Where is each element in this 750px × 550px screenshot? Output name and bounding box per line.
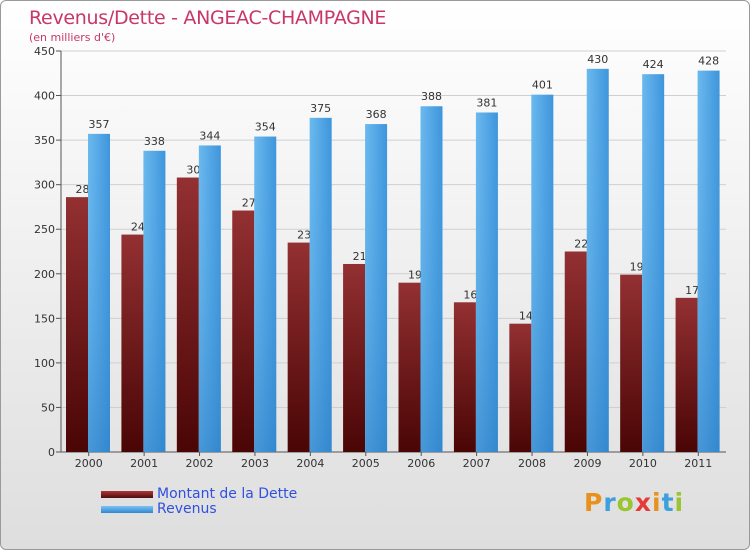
logo-letter: o bbox=[616, 488, 635, 517]
data-label-revenus: 338 bbox=[144, 135, 165, 148]
x-tick-label: 2001 bbox=[130, 457, 158, 470]
logo-letter: P bbox=[584, 488, 604, 517]
bar-dette bbox=[121, 234, 144, 452]
data-label-revenus: 344 bbox=[199, 129, 220, 142]
bar-revenus-shade bbox=[254, 136, 277, 452]
bar-dette bbox=[675, 297, 698, 452]
bar-dette bbox=[620, 274, 643, 452]
legend-label-revenus: Revenus bbox=[157, 501, 217, 517]
bar-revenus-shade bbox=[531, 94, 554, 453]
bar-revenus-shade bbox=[198, 145, 221, 453]
logo-letter: r bbox=[603, 488, 617, 517]
y-tick-label: 100 bbox=[34, 357, 55, 370]
x-tick-label: 2005 bbox=[352, 457, 380, 470]
x-tick-label: 2011 bbox=[684, 457, 712, 470]
x-tick-label: 2010 bbox=[629, 457, 657, 470]
y-tick-label: 200 bbox=[34, 268, 55, 281]
bar-dette bbox=[343, 263, 366, 452]
y-tick-label: 400 bbox=[34, 90, 55, 103]
x-tick-label: 2008 bbox=[518, 457, 546, 470]
x-tick-label: 2006 bbox=[407, 457, 435, 470]
logo-letter: x bbox=[634, 488, 652, 517]
y-tick-label: 50 bbox=[41, 401, 55, 414]
y-tick-label: 250 bbox=[34, 223, 55, 236]
x-tick-label: 2009 bbox=[573, 457, 601, 470]
bar-dette bbox=[176, 177, 199, 452]
data-label-revenus: 375 bbox=[310, 102, 331, 115]
bar-revenus-shade bbox=[309, 117, 332, 452]
data-label-revenus: 381 bbox=[476, 96, 497, 109]
bar-revenus-shade bbox=[420, 106, 443, 452]
x-tick-label: 2000 bbox=[75, 457, 103, 470]
bar-dette bbox=[453, 302, 476, 452]
data-label-revenus: 357 bbox=[89, 118, 110, 131]
data-label-revenus: 368 bbox=[366, 108, 387, 121]
bar-dette bbox=[232, 210, 255, 452]
data-label-revenus: 428 bbox=[698, 55, 719, 68]
bar-revenus-shade bbox=[88, 133, 110, 452]
data-label-revenus: 388 bbox=[421, 90, 442, 103]
data-label-revenus: 354 bbox=[255, 121, 276, 134]
legend-swatch-revenus bbox=[101, 506, 153, 513]
y-tick-label: 150 bbox=[34, 312, 55, 325]
logo-letter: i bbox=[674, 488, 685, 517]
y-tick-label: 350 bbox=[34, 134, 55, 147]
logo-letter: t bbox=[661, 488, 675, 517]
bar-revenus-shade bbox=[143, 150, 166, 452]
data-label-revenus: 424 bbox=[643, 58, 664, 71]
bar-revenus-shade bbox=[365, 124, 388, 453]
x-tick-label: 2002 bbox=[186, 457, 214, 470]
logo-letter: i bbox=[652, 488, 662, 517]
legend-label-dette: Montant de la Dette bbox=[157, 486, 298, 502]
x-tick-label: 2004 bbox=[296, 457, 324, 470]
legend-swatch-dette bbox=[101, 491, 153, 498]
data-label-revenus: 401 bbox=[532, 79, 553, 92]
x-tick-label: 2007 bbox=[463, 457, 491, 470]
bar-dette bbox=[509, 323, 532, 452]
bar-revenus-shade bbox=[697, 70, 720, 453]
proxiti-logo: Proxiti bbox=[584, 488, 684, 517]
y-tick-label: 450 bbox=[34, 45, 55, 58]
bar-dette bbox=[564, 251, 587, 452]
bar-dette bbox=[66, 197, 88, 452]
y-axis-unit-label: (en milliers d'€) bbox=[29, 31, 116, 44]
bar-dette bbox=[287, 242, 310, 452]
chart-title: Revenus/Dette - ANGEAC-CHAMPAGNE bbox=[29, 7, 387, 29]
bar-revenus-shade bbox=[642, 74, 665, 453]
y-tick-label: 300 bbox=[34, 179, 55, 192]
bar-dette bbox=[398, 282, 421, 452]
bar-revenus-shade bbox=[586, 68, 609, 453]
x-tick-label: 2003 bbox=[241, 457, 269, 470]
y-tick-label: 0 bbox=[48, 446, 55, 459]
bar-revenus-shade bbox=[475, 112, 498, 452]
data-label-revenus: 430 bbox=[587, 53, 608, 66]
